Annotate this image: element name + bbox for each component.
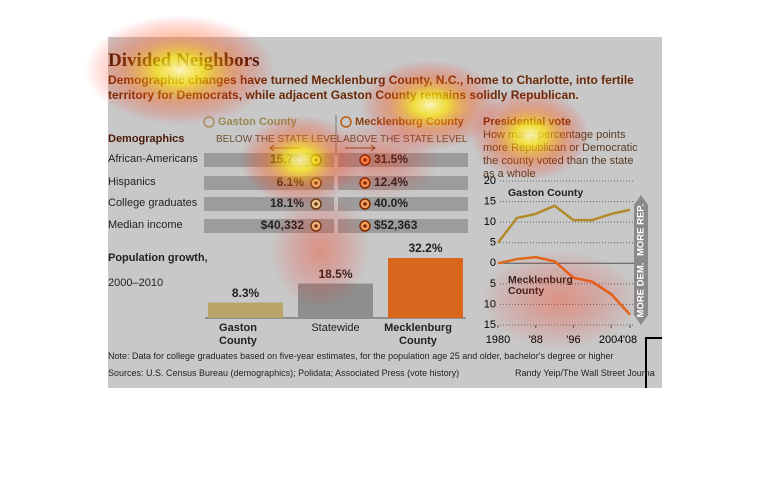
legend-icon — [340, 116, 352, 128]
row-band — [338, 197, 468, 211]
x-tick-label: Mecklenburg County — [384, 322, 452, 347]
line — [497, 204, 631, 244]
cell: 40.0% — [374, 196, 409, 210]
x-tick-label: 1980 — [486, 334, 510, 346]
bar — [388, 258, 463, 318]
cell: 12.4% — [374, 175, 409, 189]
y-tick-label: 5 — [490, 278, 496, 290]
y-tick-label: 10 — [484, 216, 496, 228]
row-label: Median income — [108, 219, 183, 231]
table-header: Demographics — [108, 133, 185, 145]
row-label: College graduates — [108, 197, 198, 209]
cell: 15.7% — [269, 152, 304, 166]
x-tick-label: '88 — [529, 334, 543, 346]
value-label: 8.3% — [231, 285, 260, 300]
subtitle: Demographic changes have turned Mecklenb… — [108, 73, 634, 102]
value-label: 32.2% — [408, 241, 443, 255]
dot-core — [314, 202, 318, 206]
dot-core — [363, 202, 367, 206]
value-label: 18.5% — [318, 266, 353, 281]
y-tick-label: 10 — [484, 298, 496, 310]
bar — [298, 283, 373, 318]
column-header: Gaston County — [218, 116, 297, 128]
x-tick-label: '08 — [623, 334, 637, 346]
y-tick-label: 5 — [490, 237, 496, 249]
chart-title: Presidential vote — [483, 116, 572, 128]
column-note: BELOW THE STATE LEVEL — [216, 134, 343, 145]
column-header: Mecklenburg County — [355, 116, 464, 128]
x-tick-label: Gaston County — [219, 322, 257, 347]
y-tick-label: 0 — [490, 257, 496, 269]
cell: 6.1% — [276, 175, 304, 189]
cell: $40,332 — [260, 218, 304, 232]
y-tick-label: 15 — [484, 195, 496, 207]
column-note: ABOVE THE STATE LEVEL — [343, 134, 468, 145]
legend-icon — [203, 116, 215, 128]
bar — [208, 302, 283, 318]
dot-core — [363, 224, 367, 228]
x-tick-label: 2004 — [599, 334, 623, 346]
cell: 18.1% — [269, 196, 304, 210]
cell: $52,363 — [374, 218, 418, 232]
annotation: MORE REP. — [636, 204, 647, 256]
series-label: Mecklenburg County — [508, 274, 573, 297]
chart-subtitle: 2000–2010 — [108, 277, 164, 289]
dot-core — [314, 224, 318, 228]
x-tick-label: '96 — [566, 334, 580, 346]
x-tick-label: Statewide — [311, 322, 360, 334]
dot-core — [314, 158, 318, 162]
title: Divided Neighbors — [108, 50, 260, 71]
note: Note: Data for college graduates based o… — [108, 351, 614, 361]
dot-core — [363, 181, 367, 185]
sources: Sources: U.S. Census Bureau (demographic… — [108, 368, 460, 378]
y-tick-label: 15 — [484, 319, 496, 331]
annotation: MORE DEM. — [636, 263, 647, 318]
chart-title: Population growth, — [108, 252, 208, 264]
cell: 31.5% — [374, 152, 409, 166]
row-label: Hispanics — [108, 176, 156, 188]
row-label: African-Americans — [108, 153, 198, 165]
series-label: Gaston County — [508, 187, 584, 199]
dot-core — [314, 181, 318, 185]
credit: Randy Yeip/The Wall Street Journa — [515, 368, 655, 378]
row-band — [338, 219, 468, 233]
chart-subtitle: How many percentage points more Republic… — [483, 129, 638, 180]
dot-core — [363, 158, 367, 162]
